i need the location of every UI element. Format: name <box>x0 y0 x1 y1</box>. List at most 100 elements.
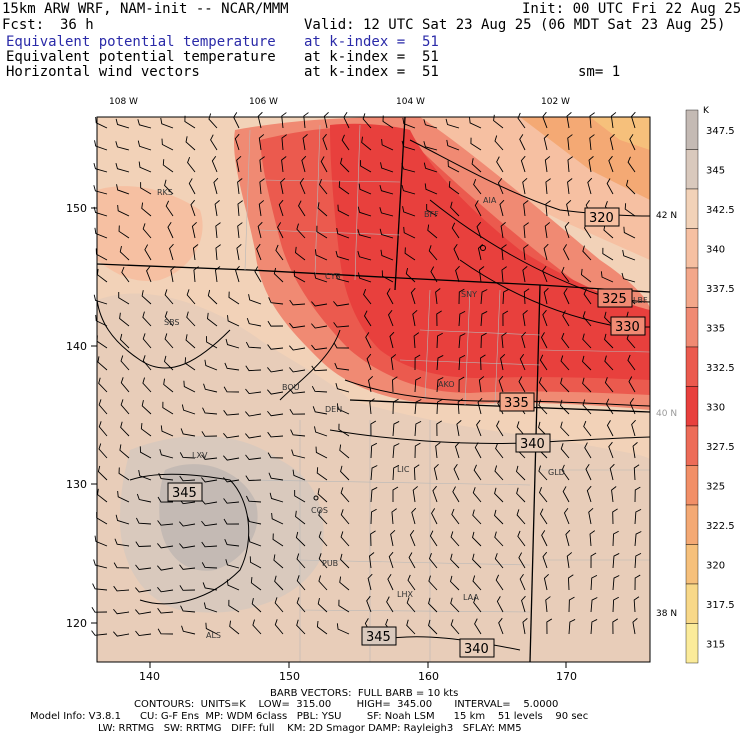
wind-barb <box>314 249 328 261</box>
wind-barb <box>542 551 548 569</box>
wind-barb <box>226 579 240 591</box>
wind-barb <box>517 112 526 129</box>
wind-barb <box>624 203 636 217</box>
wind-barb <box>436 332 443 349</box>
wind-barb <box>472 553 482 569</box>
station-cys: CYS <box>325 272 340 281</box>
wind-barb <box>224 362 240 371</box>
wind-barb <box>500 222 506 239</box>
wind-barb <box>436 310 442 327</box>
wind-barb <box>612 530 619 547</box>
wind-barb <box>519 573 526 591</box>
wind-barb <box>207 312 218 327</box>
wind-barb <box>501 244 507 261</box>
colorbar-level-label: 322.5 <box>706 521 735 532</box>
wind-barb <box>424 183 438 195</box>
wind-barb <box>179 475 196 482</box>
wind-barb <box>117 204 130 217</box>
station-cos: COS <box>311 506 328 515</box>
station-lic: LIC <box>397 465 410 474</box>
wind-barb <box>299 177 306 195</box>
wind-barb <box>296 575 306 591</box>
wind-barb <box>357 206 372 217</box>
wind-barb <box>93 162 108 173</box>
wind-barb <box>367 375 374 393</box>
wind-barb <box>590 619 598 635</box>
wind-barb <box>625 179 636 195</box>
wind-barb <box>223 386 240 393</box>
wind-barb <box>404 247 416 261</box>
station-den: DEN <box>325 405 342 414</box>
wind-barb <box>142 311 152 327</box>
wind-barb <box>318 531 328 547</box>
wind-barb <box>408 552 416 569</box>
wind-barb <box>302 134 308 151</box>
footer-contour-info: CONTOURS: UNITS=K LOW= 315.00 HIGH= 345.… <box>134 699 559 710</box>
contour-label-345-south: 345 <box>366 630 391 645</box>
wind-barb <box>494 531 504 547</box>
colorbar-level-label: 315 <box>706 639 725 650</box>
wind-barb <box>608 441 614 459</box>
wind-barb <box>412 309 418 327</box>
wind-barb <box>542 265 548 283</box>
wind-barb <box>362 113 372 129</box>
wind-barb <box>519 134 526 151</box>
colorbar-swatch <box>685 267 699 308</box>
wind-barb <box>562 310 570 327</box>
wind-barb <box>296 553 306 569</box>
station-laa: LAA <box>463 593 479 602</box>
wind-barb <box>339 444 350 459</box>
wind-barb <box>633 596 640 613</box>
wind-barb <box>275 244 284 261</box>
wind-barb <box>118 467 130 481</box>
wind-barb <box>202 407 218 415</box>
wind-barb <box>368 552 375 569</box>
wind-barb <box>95 116 108 129</box>
colorbar-swatch <box>685 109 699 150</box>
wind-barb <box>411 507 417 525</box>
station-sny: SNY <box>461 290 477 299</box>
wind-barb <box>237 178 243 195</box>
wind-barb <box>380 162 394 173</box>
wind-barb <box>476 419 482 437</box>
wind-barb <box>311 301 328 307</box>
wind-barb <box>388 551 394 569</box>
wind-barb <box>585 464 592 481</box>
wind-barb <box>582 355 592 371</box>
wind-barb <box>142 355 152 371</box>
wind-barb <box>180 605 196 613</box>
wind-barb <box>333 342 350 349</box>
wind-barb <box>272 533 284 547</box>
wind-barb <box>357 272 372 283</box>
wind-barb <box>496 156 504 173</box>
wind-barb <box>370 420 377 437</box>
wind-barb <box>627 354 636 371</box>
wind-barb <box>588 507 594 525</box>
wind-barb <box>169 243 174 261</box>
wind-barb <box>138 161 152 173</box>
wind-barb <box>472 575 482 591</box>
wind-barb <box>337 204 350 217</box>
wind-barb <box>546 618 553 635</box>
wind-barb <box>157 587 174 593</box>
wind-barb <box>181 404 196 415</box>
wind-barb <box>267 410 284 417</box>
contour-label-325: 325 <box>602 292 627 307</box>
plot-frame <box>96 116 651 663</box>
wind-barb <box>267 389 284 395</box>
wind-barb <box>94 535 108 547</box>
wind-barb <box>450 575 460 591</box>
wind-barb <box>158 473 174 481</box>
wind-barb <box>542 309 548 327</box>
wind-barb <box>543 243 549 261</box>
wind-barb <box>157 496 174 503</box>
wind-barb <box>245 433 262 439</box>
wind-barb <box>320 156 328 173</box>
wind-barb <box>223 433 240 439</box>
wind-barb <box>480 354 486 371</box>
wind-barb <box>566 199 572 217</box>
wind-barb <box>436 420 442 437</box>
wind-barb <box>608 155 614 173</box>
wind-barb <box>452 486 460 503</box>
wind-barb <box>621 272 636 283</box>
